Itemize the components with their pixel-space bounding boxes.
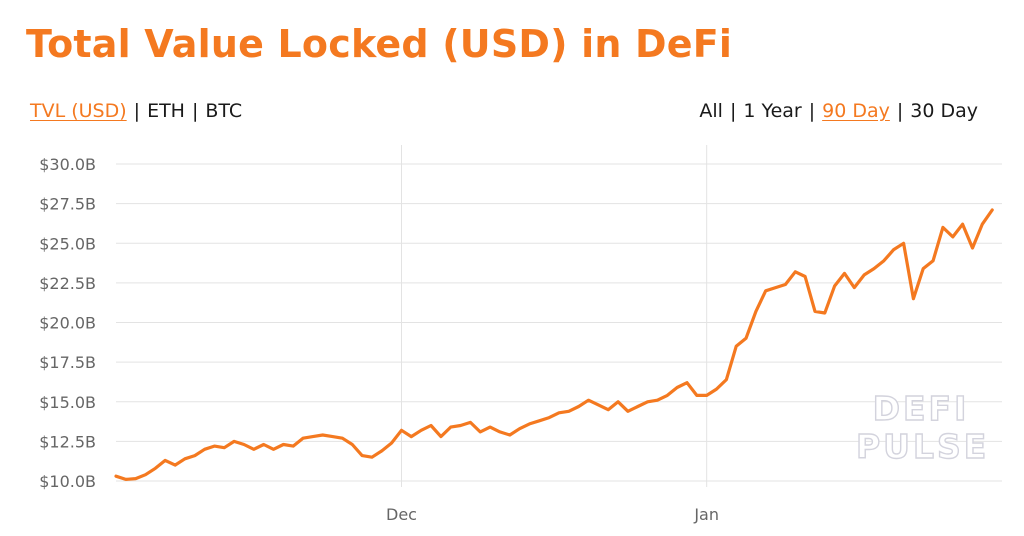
separator: | xyxy=(729,100,737,122)
tab-eth[interactable]: ETH xyxy=(147,100,185,122)
y-tick-label: $22.5B xyxy=(39,274,96,293)
tab-30-day[interactable]: 30 Day xyxy=(910,100,978,122)
y-tick-label: $30.0B xyxy=(39,155,96,174)
tab-tvl-usd[interactable]: TVL (USD) xyxy=(30,100,127,122)
unit-toggle: TVL (USD) | ETH | BTC xyxy=(30,100,242,122)
y-tick-label: $10.0B xyxy=(39,472,96,491)
separator: | xyxy=(808,100,816,122)
page-title: Total Value Locked (USD) in DeFi xyxy=(26,22,733,66)
separator: | xyxy=(191,100,199,122)
defi-pulse-watermark: DEFI PULSE xyxy=(855,389,990,466)
y-tick-label: $25.0B xyxy=(39,234,96,253)
watermark-line-1: DEFI xyxy=(872,389,970,428)
tab-1-year[interactable]: 1 Year xyxy=(743,100,802,122)
tvl-line-chart[interactable]: $30.0B $27.5B $25.0B $22.5B $20.0B $17.5B $15.… xyxy=(0,140,1024,536)
y-tick-label: $12.5B xyxy=(39,432,96,451)
tvl-series-line[interactable] xyxy=(114,208,994,481)
separator: | xyxy=(896,100,904,122)
range-toggle: All | 1 Year | 90 Day | 30 Day xyxy=(699,100,978,122)
separator: | xyxy=(133,100,141,122)
tab-all[interactable]: All xyxy=(699,100,723,122)
y-tick-label: $27.5B xyxy=(39,195,96,214)
x-tick-label: Jan xyxy=(693,505,719,524)
x-tick-label: Dec xyxy=(386,505,417,524)
watermark-line-2: PULSE xyxy=(855,427,990,466)
y-tick-label: $15.0B xyxy=(39,393,96,412)
tab-btc[interactable]: BTC xyxy=(205,100,243,122)
y-tick-label: $20.0B xyxy=(39,314,96,333)
y-tick-label: $17.5B xyxy=(39,353,96,372)
tab-90-day[interactable]: 90 Day xyxy=(822,100,890,122)
